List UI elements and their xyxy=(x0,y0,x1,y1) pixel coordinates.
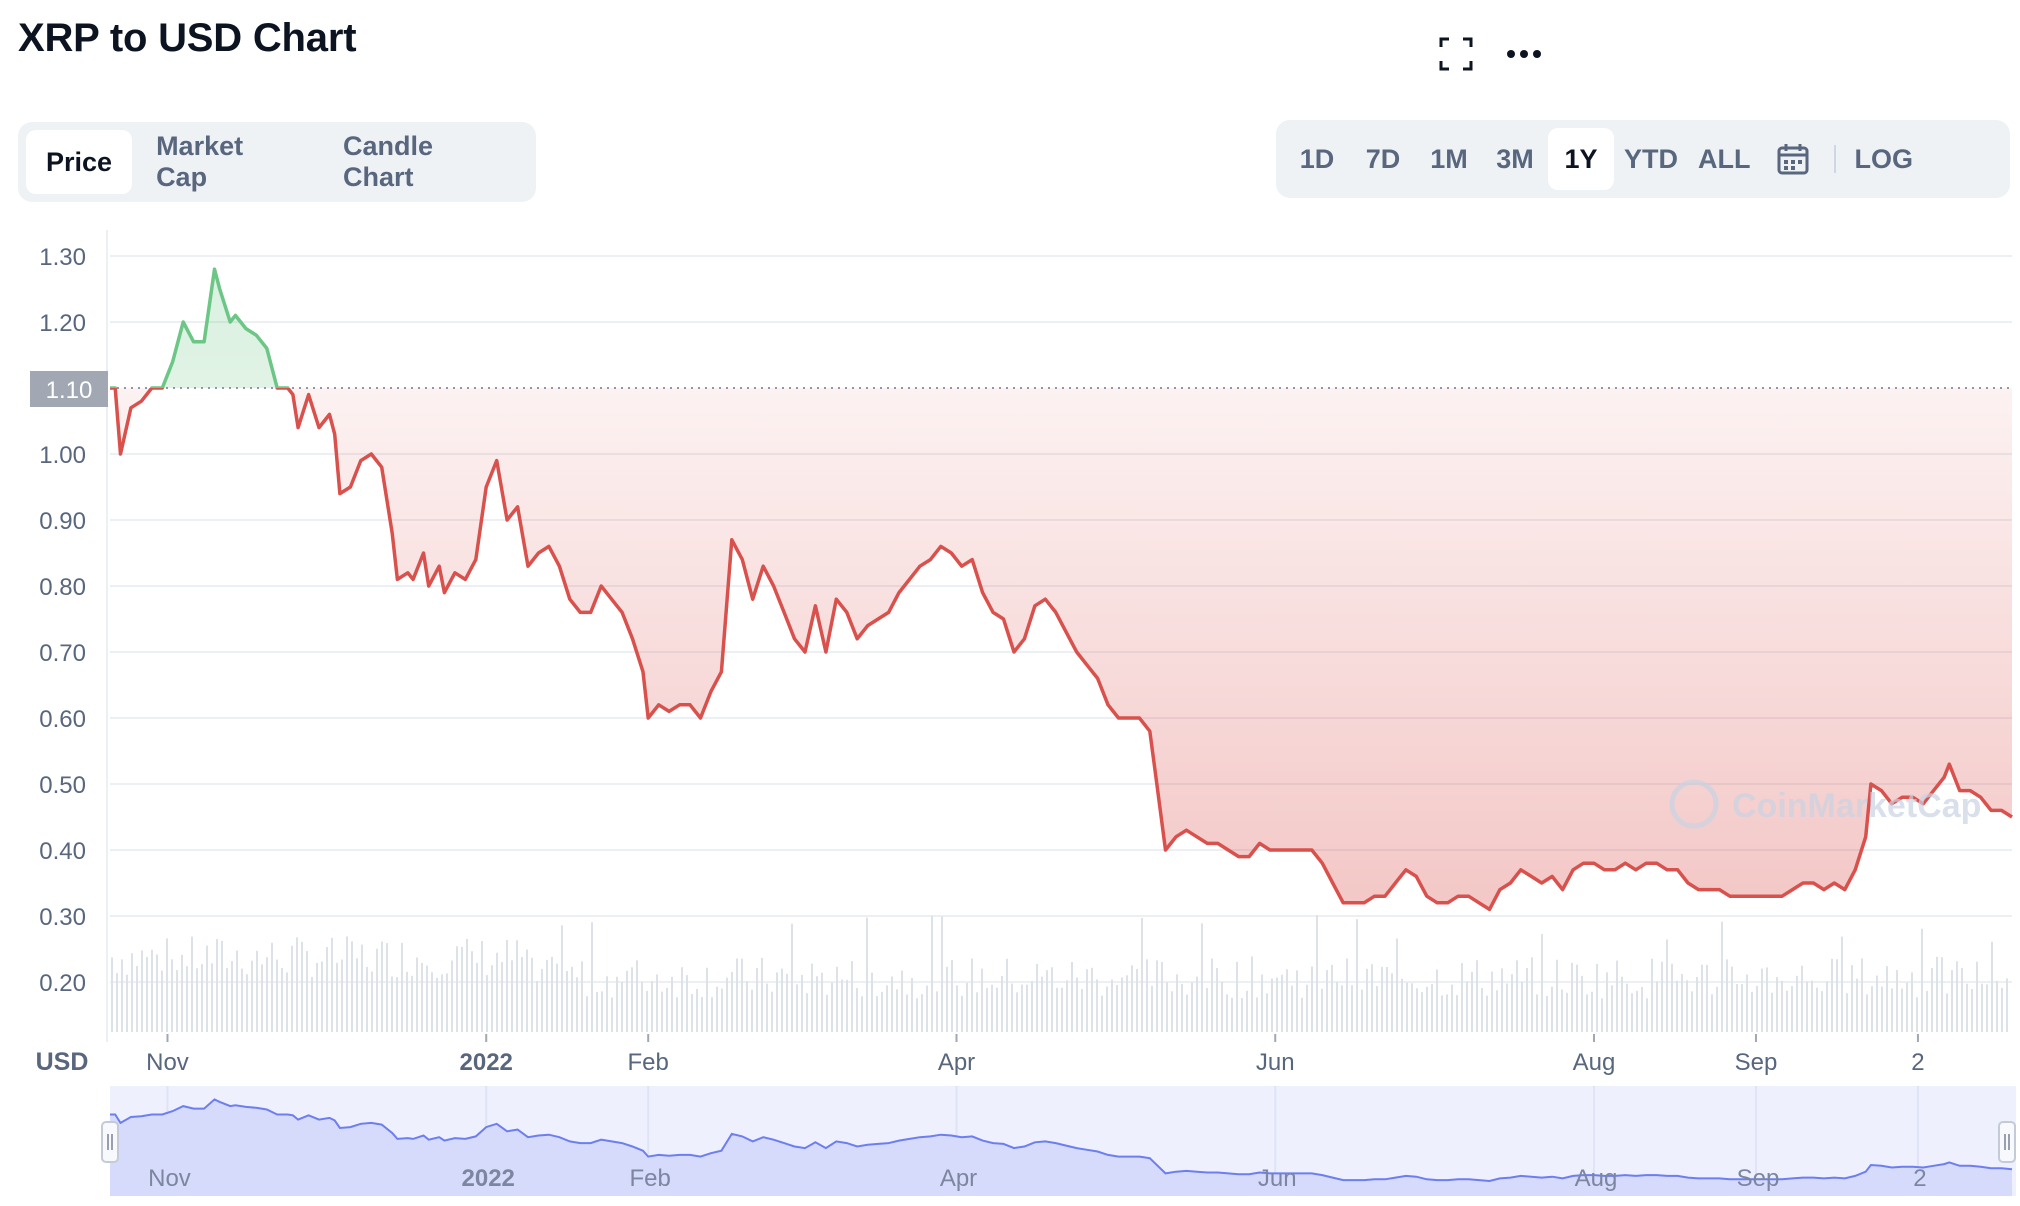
x-tick-label: Nov xyxy=(146,1049,189,1076)
x-tick-label: 2 xyxy=(1911,1049,1924,1076)
x-axis: Nov 2022 Feb Apr Jun Aug Sep 2 xyxy=(146,1034,1925,1076)
range-divider xyxy=(1834,145,1837,173)
navigator-line xyxy=(110,1098,2013,1183)
x-tick-label: Apr xyxy=(938,1049,975,1076)
range-navigator[interactable]: Nov 2022 Feb Apr Jun Aug Sep 2 xyxy=(0,1086,2020,1198)
y-tick-label: 1.30 xyxy=(39,244,86,271)
y-axis: 1.30 1.20 1.00 0.90 0.80 0.70 0.60 0.50 0.40 0.30… xyxy=(39,244,86,997)
tab-market-cap[interactable]: Market Cap xyxy=(156,131,244,192)
range-all[interactable]: ALL xyxy=(1698,143,1751,174)
y-tick-label: 0.30 xyxy=(39,904,86,931)
x-tick-label: Sep xyxy=(1735,1049,1778,1076)
x-tick-label: 2022 xyxy=(460,1049,513,1076)
tab-candle-chart[interactable]: Candle Chart xyxy=(342,131,434,192)
y-tick-label: 0.70 xyxy=(39,640,86,667)
price-chart[interactable]: 1.30 1.20 1.00 0.90 0.80 0.70 0.60 0.50 0.40 0.30… xyxy=(0,224,2020,1084)
navigator-x-label: 2 xyxy=(1913,1165,1926,1192)
navigator-x-label: Apr xyxy=(940,1165,977,1192)
x-tick-label: Jun xyxy=(1256,1049,1295,1076)
navigator-x-label: Feb xyxy=(630,1165,671,1192)
price-lines xyxy=(110,267,2013,912)
y-tick-label: 1.00 xyxy=(39,442,86,469)
range-7d[interactable]: 7D xyxy=(1365,143,1401,174)
x-tick-label: Aug xyxy=(1573,1049,1616,1076)
watermark-text: CoinMarketCap xyxy=(1732,787,1981,825)
more-button[interactable] xyxy=(1504,34,1544,74)
navigator-x-label: Aug xyxy=(1575,1165,1618,1192)
navigator-x-label: 2022 xyxy=(462,1165,515,1192)
x-tick-label: Feb xyxy=(628,1049,669,1076)
price-area xyxy=(110,269,2012,910)
y-tick-label: 1.20 xyxy=(39,310,86,337)
range-3m[interactable]: 3M xyxy=(1496,143,1534,174)
watermark-logo-icon xyxy=(1669,779,1719,829)
y-axis-unit: USD xyxy=(36,1048,89,1076)
calendar-icon xyxy=(1777,144,1809,175)
y-tick-label: 0.80 xyxy=(39,574,86,601)
navigator-area xyxy=(110,1099,2012,1196)
page-title: XRP to USD Chart xyxy=(18,16,357,60)
navigator-right-handle[interactable] xyxy=(1998,1121,2016,1163)
more-icon xyxy=(1507,50,1541,58)
chart-type-tabs: Price Market Cap Candle Chart xyxy=(18,122,536,202)
log-toggle[interactable]: LOG xyxy=(1854,143,1913,174)
y-tick-label: 0.50 xyxy=(39,772,86,799)
range-1y[interactable]: 1Y xyxy=(1548,128,1614,190)
tab-price[interactable]: Price xyxy=(26,130,133,194)
y-tick-label: 0.40 xyxy=(39,838,86,865)
y-tick-label: 0.60 xyxy=(39,706,86,733)
watermark: CoinMarketCap xyxy=(1669,779,1981,829)
navigator-left-handle[interactable] xyxy=(101,1121,119,1163)
time-range-selector: 1D 7D 1M 3M 1Y YTD ALL LOG xyxy=(1276,120,2010,198)
range-1d[interactable]: 1D xyxy=(1299,143,1335,174)
current-price-badge xyxy=(30,371,108,407)
y-tick-label: 0.20 xyxy=(39,970,86,997)
y-tick-label: 0.90 xyxy=(39,508,86,535)
range-1m[interactable]: 1M xyxy=(1430,143,1468,174)
volume-bars xyxy=(111,915,2008,1032)
area-below-reference xyxy=(110,388,2012,910)
navigator-x-labels: Nov 2022 Feb Apr Jun Aug Sep 2 xyxy=(148,1165,1926,1192)
navigator-x-label: Sep xyxy=(1737,1165,1780,1192)
navigator-x-label: Jun xyxy=(1258,1165,1297,1192)
range-ytd[interactable]: YTD xyxy=(1624,143,1678,174)
calendar-button[interactable] xyxy=(1760,128,1826,190)
fullscreen-button[interactable] xyxy=(1436,34,1476,74)
navigator-x-label: Nov xyxy=(148,1165,191,1192)
price-line-down xyxy=(110,388,2013,912)
fullscreen-icon xyxy=(1439,37,1473,71)
current-price-label: 1.10 xyxy=(46,377,93,404)
